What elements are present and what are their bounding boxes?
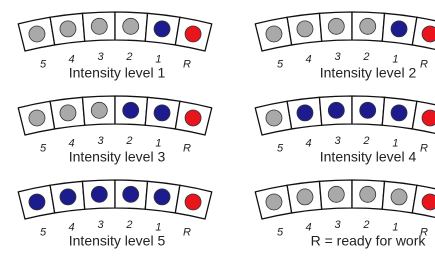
- intensity-diagram: 54321RIntensity level 154321RIntensity l…: [0, 0, 435, 259]
- light-label: 5: [40, 142, 47, 154]
- indicator-light: [154, 21, 170, 37]
- indicator-light: [91, 102, 107, 118]
- indicator-light: [91, 186, 107, 202]
- indicator-light: [91, 18, 107, 34]
- indicator-light: [123, 18, 139, 34]
- indicator-light: [360, 18, 376, 34]
- light-label: 4: [306, 54, 312, 66]
- indicator-light: [266, 26, 282, 42]
- light-label: 5: [40, 226, 47, 238]
- light-label: R: [420, 142, 428, 154]
- panel-caption: R = ready for work: [311, 233, 427, 249]
- panel-caption: Intensity level 3: [69, 149, 166, 165]
- indicator-light: [60, 105, 76, 121]
- indicator-light: [297, 105, 313, 121]
- light-label: 3: [334, 51, 341, 63]
- indicator-light: [422, 26, 435, 42]
- indicator-light: [154, 189, 170, 205]
- light-label: R: [183, 142, 191, 154]
- light-label: 2: [362, 135, 369, 147]
- indicator-light: [360, 102, 376, 118]
- light-label: 5: [277, 142, 284, 154]
- light-label: 2: [125, 135, 132, 147]
- light-label: 5: [277, 58, 284, 70]
- indicator-light: [123, 102, 139, 118]
- panel-caption: Intensity level 5: [69, 233, 166, 249]
- light-label: 5: [40, 58, 47, 70]
- light-label: 3: [97, 219, 104, 231]
- indicator-light: [266, 110, 282, 126]
- panel-caption: Intensity level 2: [320, 65, 417, 81]
- light-label: 2: [125, 219, 132, 231]
- light-label: 3: [97, 51, 104, 63]
- light-label: 2: [362, 51, 369, 63]
- indicator-light: [185, 26, 201, 42]
- indicator-light: [60, 21, 76, 37]
- indicator-light: [29, 26, 45, 42]
- indicator-light: [360, 186, 376, 202]
- light-label: 4: [306, 138, 312, 150]
- indicator-light: [328, 18, 344, 34]
- panel-caption: Intensity level 4: [320, 149, 417, 165]
- indicator-light: [328, 186, 344, 202]
- light-label: R: [183, 58, 191, 70]
- indicator-light: [60, 189, 76, 205]
- indicator-light: [391, 105, 407, 121]
- indicator-light: [266, 194, 282, 210]
- light-label: 2: [362, 219, 369, 231]
- indicator-light: [185, 110, 201, 126]
- indicator-light: [297, 189, 313, 205]
- light-label: 3: [334, 135, 341, 147]
- light-label: 2: [125, 51, 132, 63]
- indicator-light: [422, 194, 435, 210]
- indicator-light: [123, 186, 139, 202]
- indicator-light: [297, 21, 313, 37]
- indicator-light: [328, 102, 344, 118]
- light-label: R: [183, 226, 191, 238]
- light-label: 5: [277, 226, 284, 238]
- panel-caption: Intensity level 1: [69, 65, 166, 81]
- indicator-light: [29, 110, 45, 126]
- indicator-light: [154, 105, 170, 121]
- indicator-light: [422, 110, 435, 126]
- light-label: R: [420, 58, 428, 70]
- indicator-light: [185, 194, 201, 210]
- indicator-light: [391, 21, 407, 37]
- indicator-light: [29, 194, 45, 210]
- light-label: 3: [334, 219, 341, 231]
- light-label: 3: [97, 135, 104, 147]
- indicator-light: [391, 189, 407, 205]
